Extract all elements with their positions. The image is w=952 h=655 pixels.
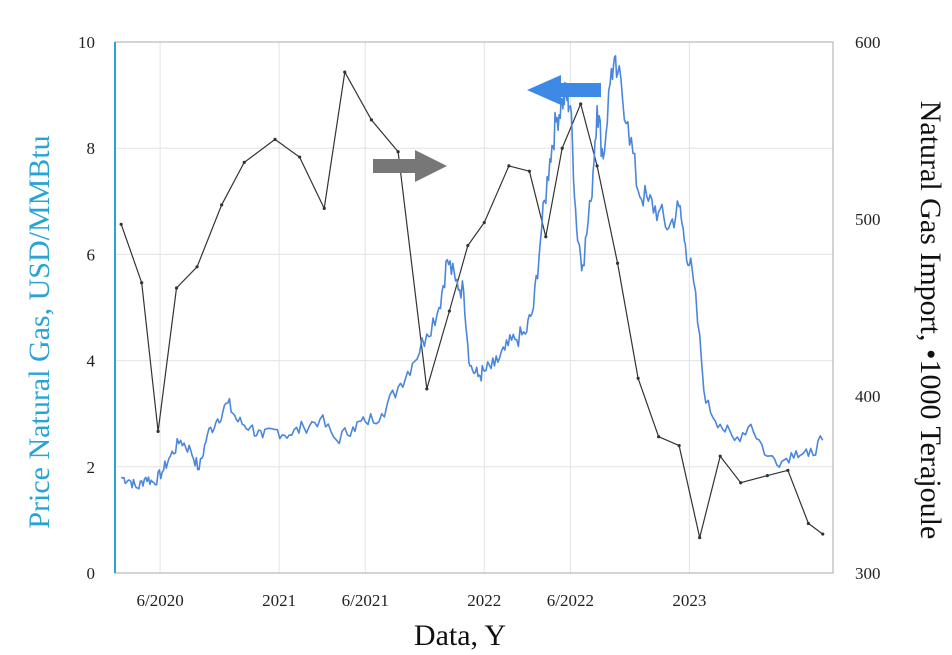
import-point (369, 118, 374, 122)
import-point (242, 160, 246, 164)
import-point (616, 261, 620, 265)
import-point (425, 387, 429, 391)
series-natural-gas-import (119, 70, 825, 540)
import-point (560, 146, 564, 150)
right-y-tick-label: 500 (855, 210, 881, 229)
arrow-left-icon (527, 75, 601, 105)
series-natural-gas-price (120, 55, 824, 490)
import-point (273, 137, 277, 141)
import-point (220, 203, 224, 207)
right-y-tick-label: 300 (855, 564, 881, 583)
x-tick-label: 2023 (672, 591, 706, 610)
import-point (786, 468, 790, 472)
right-y-tick-label: 400 (855, 387, 881, 406)
import-point (718, 454, 722, 458)
x-axis-tick-labels: 6/2020 2021 6/2021 2022 6/2022 2023 (137, 591, 707, 610)
import-point (343, 70, 347, 74)
import-point (579, 102, 583, 106)
import-point (298, 155, 302, 159)
arrow-right-icon (373, 150, 447, 182)
x-tick-label: 2022 (467, 591, 501, 610)
x-tick-label: 6/2022 (547, 591, 594, 610)
x-tick-label: 2021 (262, 591, 296, 610)
import-point (765, 474, 769, 478)
import-point (174, 286, 179, 290)
left-y-tick-label: 0 (87, 564, 96, 583)
left-y-tick-label: 2 (87, 458, 96, 477)
price-line (120, 55, 824, 490)
left-y-axis-label: Price Natural Gas, USD/MMBtu (23, 135, 56, 528)
import-point (636, 376, 640, 380)
x-axis-label: Data, Y (414, 619, 506, 652)
import-point (322, 206, 326, 210)
import-point (677, 443, 681, 448)
x-tick-label: 6/2020 (137, 591, 184, 610)
left-axis-tick-labels: 0 2 4 6 8 10 (78, 33, 96, 583)
import-point (482, 220, 486, 225)
left-y-tick-label: 8 (87, 139, 96, 158)
plot-frame (114, 41, 834, 574)
import-point (806, 521, 810, 526)
import-point (195, 265, 199, 269)
grid (115, 41, 833, 574)
import-point (447, 309, 451, 313)
import-point (544, 235, 548, 239)
arrow-right-shape (373, 150, 447, 182)
import-point (466, 243, 470, 248)
import-point (507, 164, 511, 168)
import-point (657, 435, 661, 439)
import-point (698, 536, 702, 540)
left-y-tick-label: 4 (87, 352, 96, 371)
right-axis-tick-labels: 300 400 500 600 (855, 33, 881, 583)
arrow-left-shape (527, 75, 601, 105)
right-y-tick-label: 600 (855, 33, 881, 52)
import-point (527, 169, 531, 173)
import-point (739, 481, 743, 485)
import-point (140, 281, 144, 285)
import-point (821, 532, 825, 536)
import-point (396, 150, 400, 154)
x-tick-label: 6/2021 (342, 591, 389, 610)
import-point (119, 222, 123, 226)
import-point (156, 429, 160, 433)
import-point (595, 164, 599, 168)
right-y-axis-label: Natural Gas Import, •1000 Terajoule (914, 101, 947, 540)
left-y-tick-label: 10 (78, 33, 95, 52)
import-line (120, 70, 824, 538)
left-y-tick-label: 6 (87, 245, 96, 264)
